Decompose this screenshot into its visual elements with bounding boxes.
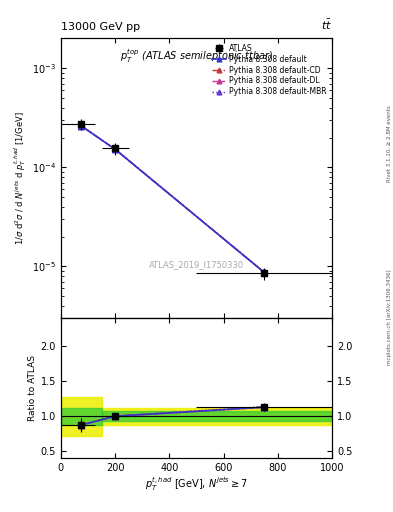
X-axis label: $p_T^{t,had}$ [GeV], $N^{jets} \geq 7$: $p_T^{t,had}$ [GeV], $N^{jets} \geq 7$ xyxy=(145,476,248,493)
Text: 13000 GeV pp: 13000 GeV pp xyxy=(61,22,140,32)
Pythia 8.308 default-DL xyxy=(79,123,84,129)
Pythia 8.308 default-MBR xyxy=(79,122,84,129)
Pythia 8.308 default xyxy=(262,269,266,275)
Text: $t\bar{t}$: $t\bar{t}$ xyxy=(321,18,332,32)
Y-axis label: Ratio to ATLAS: Ratio to ATLAS xyxy=(28,355,37,421)
Pythia 8.308 default-CD xyxy=(113,146,118,152)
Pythia 8.308 default xyxy=(79,123,84,129)
Y-axis label: 1/$\sigma$ d$^2\sigma$ / d $N^{jets}$ d $p_T^{t,had}$ [1/GeV]: 1/$\sigma$ d$^2\sigma$ / d $N^{jets}$ d … xyxy=(12,112,28,245)
Pythia 8.308 default xyxy=(113,146,118,153)
Line: Pythia 8.308 default-DL: Pythia 8.308 default-DL xyxy=(79,123,267,275)
Pythia 8.308 default-DL xyxy=(262,269,266,275)
Pythia 8.308 default-DL xyxy=(113,146,118,153)
Text: $p_T^{top}$ (ATLAS semileptonic ttbar): $p_T^{top}$ (ATLAS semileptonic ttbar) xyxy=(120,47,273,65)
Legend: ATLAS, Pythia 8.308 default, Pythia 8.308 default-CD, Pythia 8.308 default-DL, P: ATLAS, Pythia 8.308 default, Pythia 8.30… xyxy=(211,42,328,98)
Line: Pythia 8.308 default-MBR: Pythia 8.308 default-MBR xyxy=(79,123,267,275)
Pythia 8.308 default-MBR xyxy=(113,146,118,152)
Text: Rivet 3.1.10, ≥ 2.8M events: Rivet 3.1.10, ≥ 2.8M events xyxy=(387,105,392,182)
Pythia 8.308 default-MBR xyxy=(262,269,266,275)
Line: Pythia 8.308 default-CD: Pythia 8.308 default-CD xyxy=(79,123,267,275)
Text: mcplots.cern.ch [arXiv:1306.3436]: mcplots.cern.ch [arXiv:1306.3436] xyxy=(387,270,392,365)
Line: Pythia 8.308 default: Pythia 8.308 default xyxy=(79,123,267,275)
Pythia 8.308 default-CD xyxy=(79,123,84,129)
Text: ATLAS_2019_I1750330: ATLAS_2019_I1750330 xyxy=(149,261,244,270)
Pythia 8.308 default-CD xyxy=(262,269,266,275)
